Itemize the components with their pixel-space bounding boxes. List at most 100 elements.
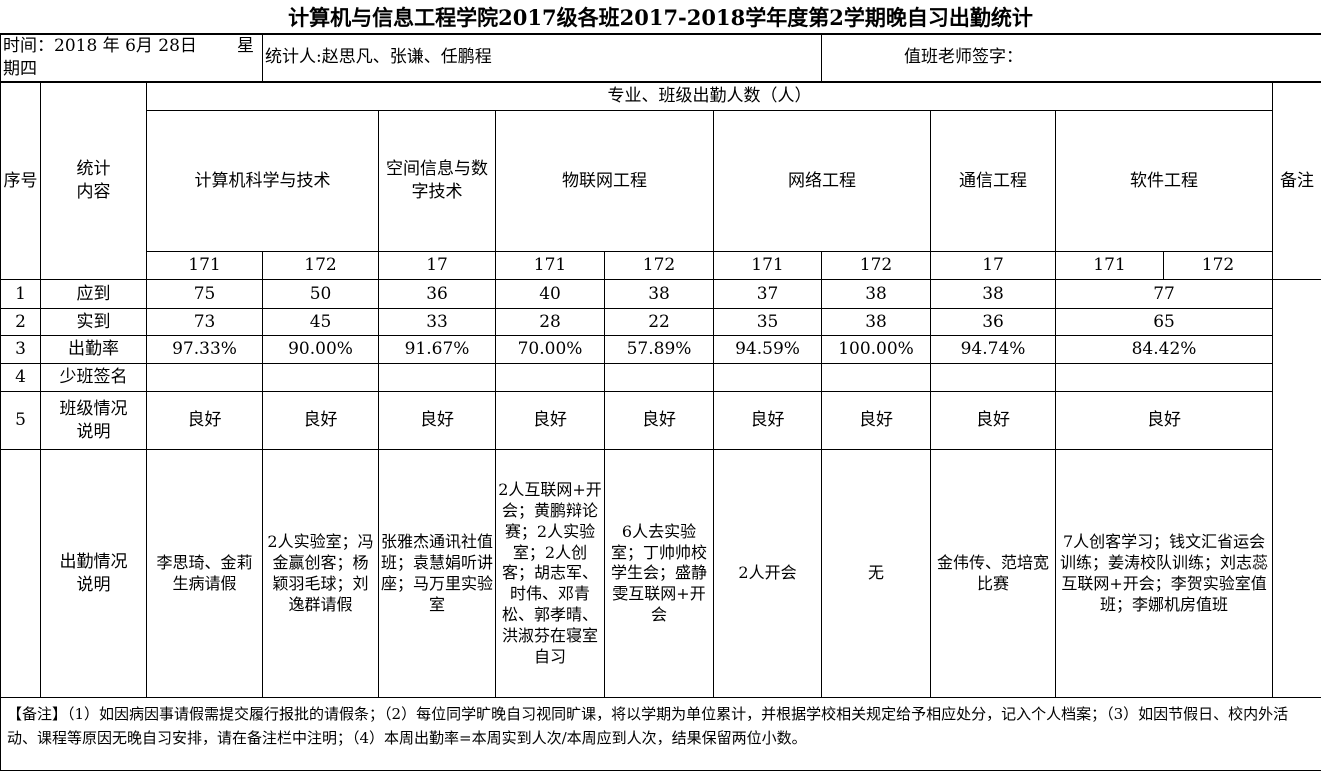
row-index[interactable] [1, 450, 41, 698]
header-content[interactable]: 统计内容 [41, 82, 147, 280]
row-label-text: 实到 [43, 311, 144, 334]
data-cell[interactable]: 良好 [263, 392, 379, 450]
data-cell[interactable]: 良好 [1056, 392, 1273, 450]
data-cell[interactable]: 40 [496, 280, 605, 309]
data-cell[interactable]: 45 [263, 309, 379, 336]
data-cell[interactable] [822, 364, 931, 392]
date-cell[interactable]: 时间：2018 年 6月 28日星期四 [1, 34, 263, 82]
data-cell[interactable]: 38 [822, 309, 931, 336]
major-network[interactable]: 网络工程 [714, 111, 931, 252]
data-cell[interactable]: 91.67% [379, 336, 496, 364]
class-header[interactable]: 171 [1056, 252, 1164, 280]
data-cell[interactable]: 90.00% [263, 336, 379, 364]
class-header[interactable]: 172 [605, 252, 714, 280]
major-cs[interactable]: 计算机科学与技术 [147, 111, 379, 252]
major-spatial[interactable]: 空间信息与数字技术 [379, 111, 496, 252]
data-cell[interactable]: 38 [605, 280, 714, 309]
row-index[interactable]: 2 [1, 309, 41, 336]
class-header[interactable]: 17 [379, 252, 496, 280]
row-label[interactable]: 少班签名 [41, 364, 147, 392]
row-label[interactable]: 班级情况说明 [41, 392, 147, 450]
data-cell[interactable]: 金伟传、范培宽比赛 [931, 450, 1056, 698]
header-remark[interactable]: 备注 [1273, 82, 1321, 280]
data-cell[interactable]: 94.59% [714, 336, 822, 364]
row-label-text: 班级情况说明 [56, 398, 132, 444]
header-group[interactable]: 专业、班级出勤人数（人） [147, 82, 1273, 111]
row-label-text: 出勤率 [43, 338, 144, 361]
teacher-sign-label: 值班老师签字： [904, 47, 1023, 67]
data-cell[interactable]: 22 [605, 309, 714, 336]
row-label-text: 应到 [43, 283, 144, 306]
major-software[interactable]: 软件工程 [1056, 111, 1273, 252]
major-iot[interactable]: 物联网工程 [496, 111, 714, 252]
data-cell[interactable] [379, 364, 496, 392]
data-cell[interactable]: 33 [379, 309, 496, 336]
sheet-title: 计算机与信息工程学院2017级各班2017-2018学年度第2学期晚自习出勤统计 [0, 0, 1321, 33]
remark-cell[interactable] [1273, 280, 1321, 698]
class-header[interactable]: 171 [714, 252, 822, 280]
data-cell[interactable]: 35 [714, 309, 822, 336]
class-header[interactable]: 172 [263, 252, 379, 280]
data-cell[interactable]: 张雅杰通讯社值班；袁慧娟听讲座；马万里实验室 [379, 450, 496, 698]
data-cell[interactable]: 36 [931, 309, 1056, 336]
data-cell[interactable] [1056, 364, 1273, 392]
data-cell[interactable]: 37 [714, 280, 822, 309]
row-label[interactable]: 出勤情况说明 [41, 450, 147, 698]
row-label-text: 出勤情况说明 [56, 551, 132, 597]
data-cell[interactable] [263, 364, 379, 392]
data-cell[interactable]: 36 [379, 280, 496, 309]
footer-notes: 【备注】（1）如因病因事请假需提交履行报批的请假条；（2）每位同学旷晚自习视同旷… [1, 698, 1321, 771]
row-label[interactable]: 实到 [41, 309, 147, 336]
data-cell[interactable] [147, 364, 263, 392]
data-cell[interactable]: 77 [1056, 280, 1273, 309]
data-cell[interactable]: 李思琦、金莉生病请假 [147, 450, 263, 698]
data-cell[interactable]: 6人去实验室；丁帅帅校学生会；盛静雯互联网+开会 [605, 450, 714, 698]
row-label[interactable]: 出勤率 [41, 336, 147, 364]
attendance-table: 时间：2018 年 6月 28日星期四 统计人:赵思凡、张谦、任鹏程 值班老师签… [0, 33, 1321, 771]
data-cell[interactable]: 无 [822, 450, 931, 698]
teacher-sign-cell[interactable]: 值班老师签字： [822, 34, 1321, 82]
data-cell[interactable] [714, 364, 822, 392]
data-cell[interactable]: 38 [822, 280, 931, 309]
data-cell[interactable]: 良好 [147, 392, 263, 450]
row-index[interactable]: 3 [1, 336, 41, 364]
data-cell[interactable] [496, 364, 605, 392]
data-cell[interactable]: 57.89% [605, 336, 714, 364]
class-header[interactable]: 17 [931, 252, 1056, 280]
data-cell[interactable]: 28 [496, 309, 605, 336]
data-cell[interactable]: 良好 [605, 392, 714, 450]
data-cell[interactable]: 75 [147, 280, 263, 309]
data-cell[interactable]: 38 [931, 280, 1056, 309]
row-index[interactable]: 1 [1, 280, 41, 309]
data-cell[interactable]: 良好 [822, 392, 931, 450]
data-cell[interactable]: 良好 [379, 392, 496, 450]
row-label[interactable]: 应到 [41, 280, 147, 309]
data-cell[interactable]: 2人实验室；冯金赢创客；杨颖羽毛球；刘逸群请假 [263, 450, 379, 698]
data-cell[interactable]: 100.00% [822, 336, 931, 364]
data-cell[interactable]: 7人创客学习；钱文汇省运会训练；姜涛校队训练；刘志蕊互联网+开会；李贺实验室值班… [1056, 450, 1273, 698]
data-cell[interactable]: 良好 [496, 392, 605, 450]
row-index[interactable]: 4 [1, 364, 41, 392]
data-cell[interactable]: 良好 [714, 392, 822, 450]
data-cell[interactable]: 84.42% [1056, 336, 1273, 364]
row-index[interactable]: 5 [1, 392, 41, 450]
data-cell[interactable]: 73 [147, 309, 263, 336]
data-cell[interactable]: 70.00% [496, 336, 605, 364]
counters-cell[interactable]: 统计人:赵思凡、张谦、任鹏程 [263, 34, 822, 82]
data-cell[interactable]: 2人开会 [714, 450, 822, 698]
data-cell[interactable] [931, 364, 1056, 392]
data-cell[interactable]: 97.33% [147, 336, 263, 364]
class-header[interactable]: 172 [822, 252, 931, 280]
major-comm[interactable]: 通信工程 [931, 111, 1056, 252]
class-header[interactable]: 172 [1164, 252, 1273, 280]
data-cell[interactable]: 50 [263, 280, 379, 309]
data-cell[interactable]: 2人互联网+开会；黄鹏辩论赛；2人实验室；2人创客；胡志军、时伟、邓青松、郭孝晴… [496, 450, 605, 698]
data-cell[interactable]: 良好 [931, 392, 1056, 450]
class-header[interactable]: 171 [147, 252, 263, 280]
data-cell[interactable] [605, 364, 714, 392]
header-content-label: 统计内容 [74, 158, 114, 204]
data-cell[interactable]: 65 [1056, 309, 1273, 336]
data-cell[interactable]: 94.74% [931, 336, 1056, 364]
class-header[interactable]: 171 [496, 252, 605, 280]
header-index[interactable]: 序号 [1, 82, 41, 280]
